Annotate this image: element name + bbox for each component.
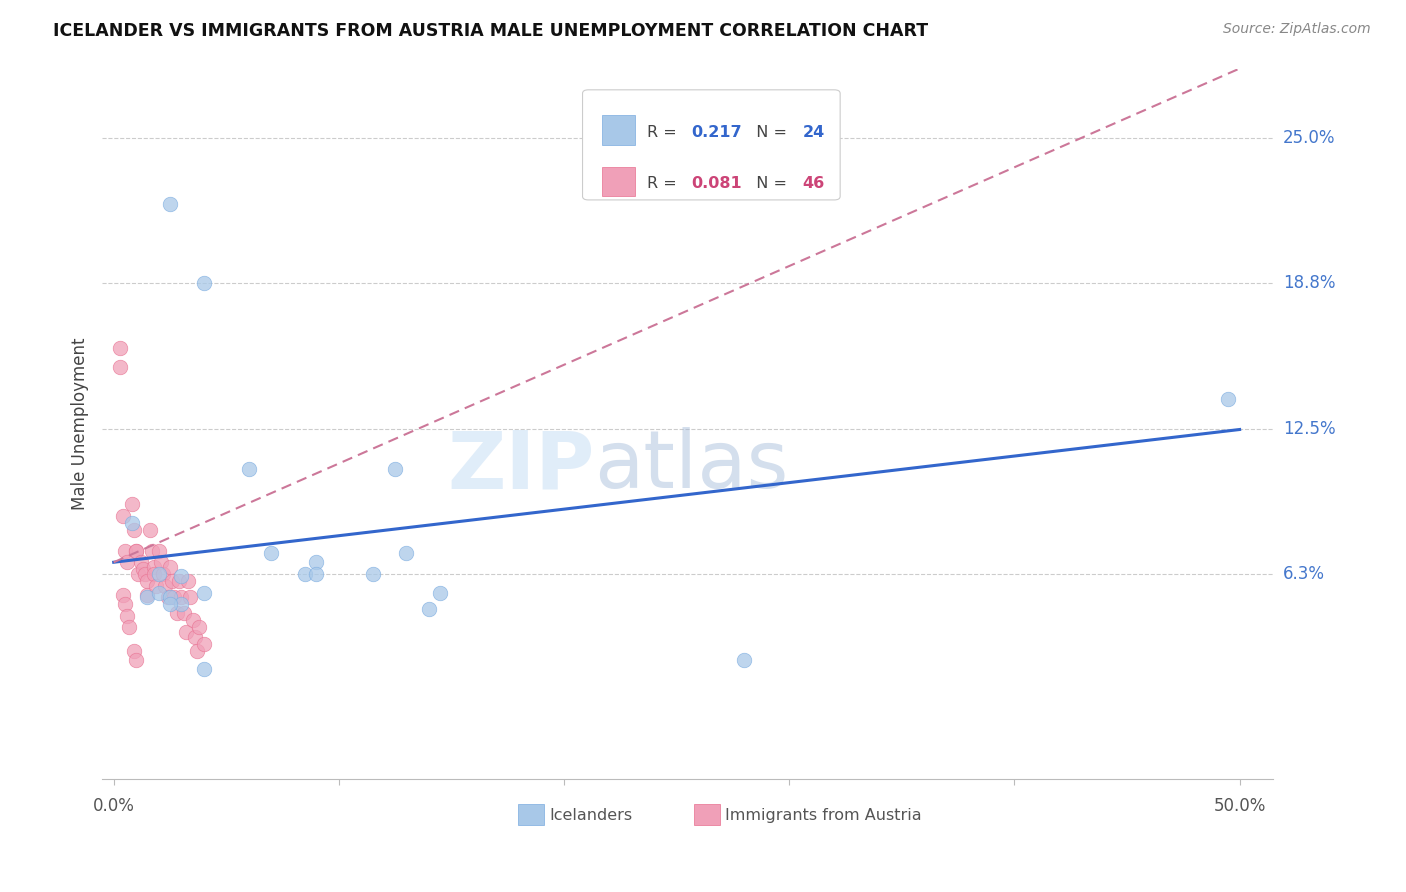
Point bbox=[260, 546, 283, 560]
Point bbox=[129, 555, 152, 569]
Point bbox=[141, 543, 163, 558]
Point bbox=[114, 597, 136, 611]
Point bbox=[159, 590, 181, 604]
Point bbox=[163, 590, 186, 604]
Text: 6.3%: 6.3% bbox=[1282, 565, 1324, 582]
Point bbox=[167, 574, 190, 588]
Text: 18.8%: 18.8% bbox=[1282, 274, 1336, 292]
Text: 25.0%: 25.0% bbox=[1282, 129, 1336, 147]
Point bbox=[118, 620, 141, 634]
Text: 0.081: 0.081 bbox=[692, 176, 742, 191]
Point bbox=[177, 574, 200, 588]
Point bbox=[429, 585, 451, 599]
Point bbox=[121, 497, 143, 511]
Point bbox=[188, 620, 211, 634]
FancyBboxPatch shape bbox=[693, 804, 720, 825]
Point bbox=[127, 566, 149, 581]
Point bbox=[122, 644, 145, 658]
Point bbox=[136, 574, 159, 588]
Point bbox=[122, 523, 145, 537]
Point bbox=[115, 608, 138, 623]
Point bbox=[1218, 392, 1240, 407]
Point bbox=[148, 585, 170, 599]
Point bbox=[159, 196, 181, 211]
Point bbox=[121, 516, 143, 530]
Point bbox=[170, 597, 193, 611]
Text: 0.0%: 0.0% bbox=[93, 797, 135, 815]
Point bbox=[384, 462, 406, 476]
Point bbox=[305, 566, 328, 581]
Point bbox=[395, 546, 418, 560]
Text: Immigrants from Austria: Immigrants from Austria bbox=[725, 807, 922, 822]
Point bbox=[114, 543, 136, 558]
Text: Source: ZipAtlas.com: Source: ZipAtlas.com bbox=[1223, 22, 1371, 37]
Text: atlas: atlas bbox=[595, 427, 789, 505]
Point bbox=[110, 341, 132, 355]
FancyBboxPatch shape bbox=[519, 804, 544, 825]
Text: N =: N = bbox=[747, 176, 793, 191]
Point bbox=[125, 543, 148, 558]
Text: ZIP: ZIP bbox=[447, 427, 595, 505]
Point bbox=[136, 590, 159, 604]
Text: 24: 24 bbox=[803, 125, 825, 140]
Point bbox=[110, 359, 132, 374]
Text: 12.5%: 12.5% bbox=[1282, 420, 1336, 439]
Point bbox=[170, 590, 193, 604]
Point bbox=[174, 625, 197, 640]
Point bbox=[733, 653, 755, 667]
Point bbox=[238, 462, 260, 476]
Point bbox=[143, 560, 166, 574]
Point bbox=[159, 560, 181, 574]
Point bbox=[305, 555, 328, 569]
Point bbox=[159, 597, 181, 611]
Point bbox=[181, 614, 204, 628]
Text: Icelanders: Icelanders bbox=[550, 807, 633, 822]
Point bbox=[152, 566, 174, 581]
Text: R =: R = bbox=[647, 125, 682, 140]
Point bbox=[138, 523, 160, 537]
Point bbox=[184, 630, 207, 644]
Text: 46: 46 bbox=[803, 176, 825, 191]
Text: N =: N = bbox=[747, 125, 793, 140]
Text: 50.0%: 50.0% bbox=[1213, 797, 1265, 815]
Text: 0.217: 0.217 bbox=[692, 125, 742, 140]
Point bbox=[156, 590, 179, 604]
Point bbox=[418, 602, 440, 616]
Point bbox=[136, 588, 159, 602]
Text: R =: R = bbox=[647, 176, 682, 191]
Point bbox=[193, 585, 215, 599]
Point bbox=[111, 588, 134, 602]
Point bbox=[148, 566, 170, 581]
Point bbox=[132, 562, 155, 576]
FancyBboxPatch shape bbox=[602, 115, 636, 145]
Point bbox=[193, 662, 215, 676]
Point bbox=[166, 607, 188, 621]
FancyBboxPatch shape bbox=[602, 167, 636, 196]
Point bbox=[170, 569, 193, 583]
Point bbox=[148, 543, 170, 558]
Point bbox=[134, 566, 156, 581]
Point bbox=[361, 566, 384, 581]
FancyBboxPatch shape bbox=[582, 90, 841, 200]
Point bbox=[125, 653, 148, 667]
Text: ICELANDER VS IMMIGRANTS FROM AUSTRIA MALE UNEMPLOYMENT CORRELATION CHART: ICELANDER VS IMMIGRANTS FROM AUSTRIA MAL… bbox=[53, 22, 928, 40]
Point bbox=[193, 276, 215, 290]
Y-axis label: Male Unemployment: Male Unemployment bbox=[72, 337, 89, 510]
Point bbox=[111, 508, 134, 523]
Point bbox=[149, 555, 172, 569]
Point bbox=[179, 590, 201, 604]
Point bbox=[155, 578, 177, 592]
Point bbox=[294, 566, 316, 581]
Point bbox=[186, 644, 208, 658]
Point bbox=[115, 555, 138, 569]
Point bbox=[193, 637, 215, 651]
Point bbox=[143, 566, 166, 581]
Point bbox=[145, 578, 167, 592]
Point bbox=[162, 574, 184, 588]
Point bbox=[125, 543, 148, 558]
Point bbox=[173, 607, 195, 621]
